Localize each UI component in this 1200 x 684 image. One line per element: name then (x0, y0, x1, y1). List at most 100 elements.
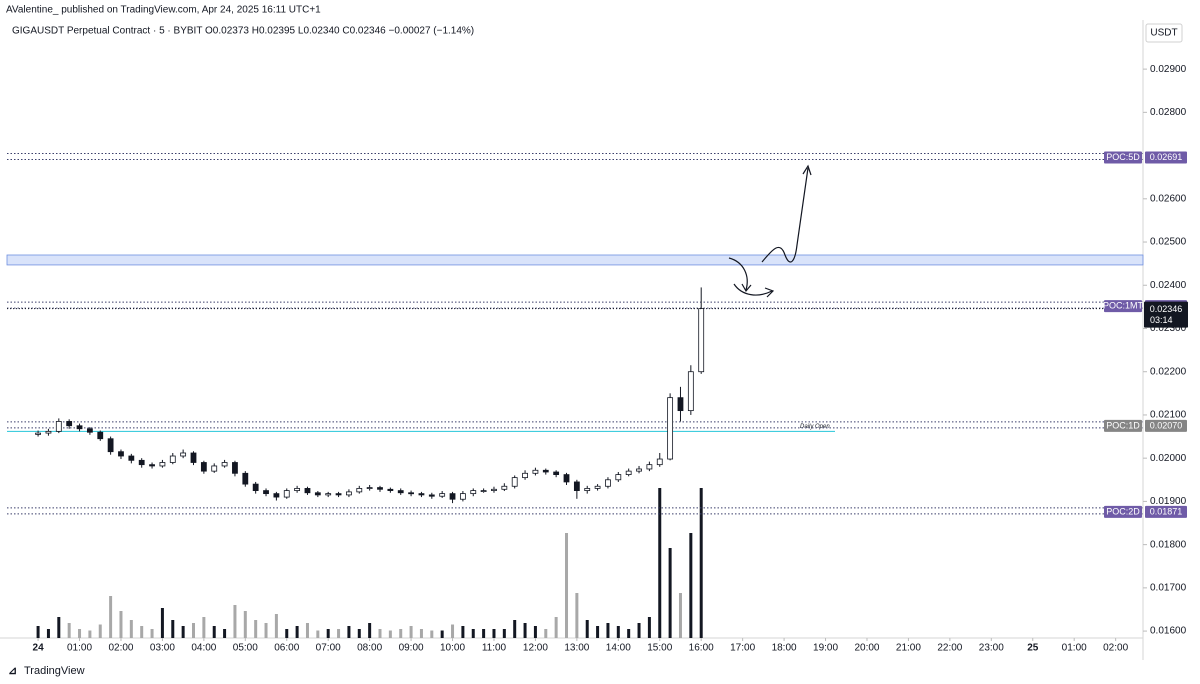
candle-body (180, 452, 187, 457)
brand-name: TradingView (24, 665, 85, 677)
volume-bar (368, 623, 372, 638)
candle-body (501, 485, 508, 490)
candle-body (636, 468, 642, 472)
x-tick-label: 08:00 (357, 643, 382, 654)
volume-bar (378, 629, 382, 638)
candle-body (35, 432, 41, 435)
candle-body (283, 490, 290, 498)
candle-body (594, 485, 601, 489)
candle-body (169, 455, 176, 463)
volume-bar (451, 624, 455, 638)
x-tick-label: 21:00 (896, 643, 921, 654)
volume-bar (295, 626, 299, 638)
x-tick-label: 20:00 (854, 643, 879, 654)
candle-body (439, 493, 446, 497)
volume-bar (409, 626, 413, 638)
y-tick-label: 0.02800 (1150, 107, 1187, 118)
currency-box[interactable] (1145, 23, 1183, 43)
x-tick-label: 04:00 (191, 643, 216, 654)
candle-body (449, 493, 456, 500)
y-tick-label: 0.02200 (1150, 366, 1187, 377)
x-tick-label: 10:00 (440, 643, 465, 654)
volume-bar (658, 488, 662, 638)
currency-label: USDT (1150, 28, 1177, 39)
volume-bar (606, 623, 610, 638)
x-tick-label: 18:00 (772, 643, 797, 654)
y-tick-label: 0.01900 (1150, 496, 1187, 507)
candle-body (573, 481, 580, 491)
volume-bar (160, 608, 164, 638)
x-tick-label: 23:00 (979, 643, 1004, 654)
poc-name-tag (1104, 151, 1142, 164)
arrow-path (733, 283, 773, 296)
candle-body (252, 483, 259, 491)
candle-body (242, 472, 249, 485)
x-tick-label: 12:00 (523, 643, 548, 654)
candle-body (200, 462, 207, 472)
volume-bar (502, 629, 506, 638)
poc-name: POC:1D (1106, 420, 1140, 430)
candle-body (128, 455, 135, 461)
volume-bar (544, 629, 548, 638)
x-tick-label: 24 (33, 643, 45, 654)
candle-body (86, 428, 93, 433)
candle-body (366, 487, 373, 489)
volume-bar (285, 629, 289, 638)
volume-bar (274, 614, 278, 638)
volume-bar (233, 605, 237, 638)
volume-bar (482, 629, 486, 638)
y-tick-label: 0.02000 (1150, 453, 1187, 464)
arrow-head (802, 164, 812, 176)
volume-bar (337, 629, 341, 638)
candle-body (646, 464, 653, 470)
volume-bar (689, 533, 693, 638)
volume-bar (430, 630, 434, 638)
candle-body (677, 397, 684, 412)
candle-body (45, 430, 52, 434)
candle-body (615, 474, 622, 481)
candle-body (459, 493, 466, 500)
volume-bar (492, 629, 496, 638)
y-tick-label: 0.02400 (1150, 280, 1187, 291)
x-tick-label: 22:00 (937, 643, 962, 654)
x-tick-label: 02:00 (1103, 643, 1128, 654)
x-tick-label: 15:00 (647, 643, 672, 654)
candle-body (263, 490, 269, 495)
arrow-path (728, 257, 748, 291)
volume-bar (305, 623, 309, 638)
volume-bar (140, 626, 144, 638)
volume-bar (243, 611, 247, 638)
arrow-head (764, 287, 775, 298)
x-tick-label: 14:00 (606, 643, 631, 654)
candle-body (656, 458, 663, 466)
y-tick-label: 0.02900 (1150, 64, 1187, 75)
volume-bar (627, 629, 631, 638)
volume-bar (316, 630, 320, 638)
poc-name: POC:5D (1106, 152, 1140, 162)
poc-value-tag (1145, 151, 1187, 164)
volume-bar (575, 593, 579, 638)
volume-bar (585, 620, 589, 638)
poc-name-tag (1104, 505, 1142, 518)
volume-bar (202, 617, 206, 638)
last-price: 0.02346 (1150, 304, 1183, 314)
volume-bar (554, 617, 558, 638)
daily-open-label: Daily Open (800, 424, 830, 430)
volume-bar (36, 626, 40, 638)
arrow-head (741, 283, 752, 293)
x-tick-label: 07:00 (316, 643, 341, 654)
candle-body (55, 421, 62, 432)
volume-bar (388, 630, 392, 638)
candle-body (138, 459, 145, 466)
poc-value-tag (1145, 419, 1187, 432)
volume-bar (181, 626, 185, 638)
y-tick-label: 0.02500 (1150, 237, 1187, 248)
candle-body (356, 488, 363, 493)
poc-name: POC:2D (1106, 506, 1140, 516)
volume-bar (171, 620, 175, 638)
candle-body (542, 469, 549, 473)
volume-bar (440, 630, 444, 638)
y-tick-label: 0.02600 (1150, 193, 1187, 204)
volume-bar (565, 533, 569, 638)
x-tick-label: 05:00 (233, 643, 258, 654)
